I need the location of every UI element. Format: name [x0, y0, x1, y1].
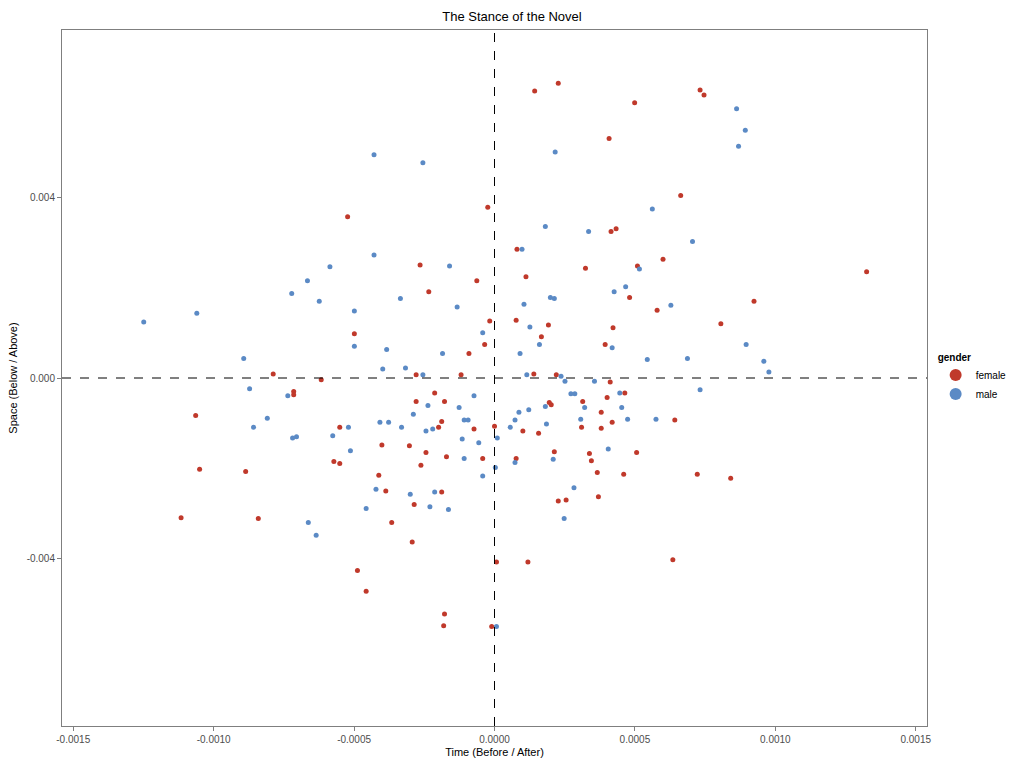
svg-text:0.0015: 0.0015: [900, 734, 931, 745]
svg-text:0.0005: 0.0005: [620, 734, 651, 745]
svg-text:-0.0015: -0.0015: [56, 734, 90, 745]
svg-text:-0.004: -0.004: [27, 553, 56, 564]
svg-text:male: male: [976, 389, 998, 400]
svg-text:Space (Below / Above): Space (Below / Above): [7, 322, 19, 433]
svg-text:0.004: 0.004: [30, 192, 55, 203]
svg-text:Time (Before / After): Time (Before / After): [445, 746, 544, 758]
svg-text:The Stance of the Novel: The Stance of the Novel: [442, 9, 582, 24]
svg-text:0.0000: 0.0000: [479, 734, 510, 745]
svg-text:gender: gender: [938, 352, 971, 363]
svg-text:female: female: [976, 370, 1006, 381]
svg-text:-0.0005: -0.0005: [337, 734, 371, 745]
svg-text:0.000: 0.000: [30, 373, 55, 384]
svg-text:-0.0010: -0.0010: [197, 734, 231, 745]
svg-text:0.0010: 0.0010: [760, 734, 791, 745]
